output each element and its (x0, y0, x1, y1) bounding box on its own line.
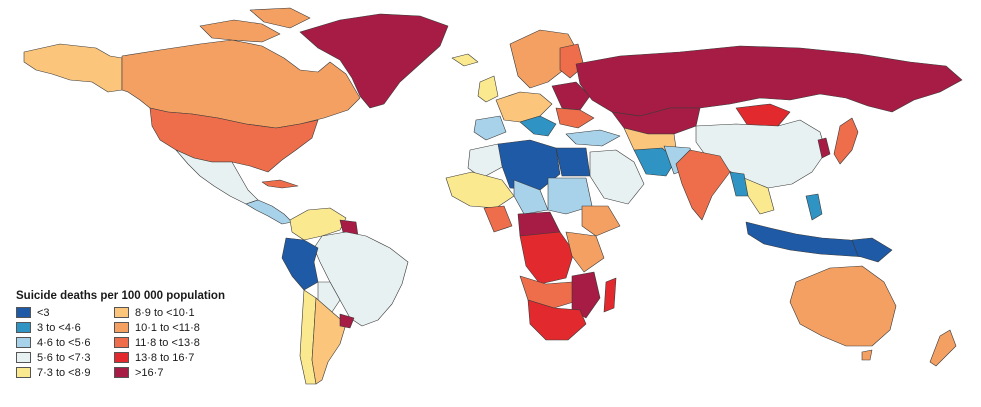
legend-item: 3 to <4·6 (16, 320, 112, 335)
legend-swatch (16, 367, 31, 378)
legend-item: 8·9 to <10·1 (114, 305, 244, 320)
region-mozambique-zimbabwe (571, 271, 601, 319)
region-japan (833, 117, 859, 165)
region-greenland (299, 13, 449, 109)
legend-item: 11·8 to <13·8 (114, 335, 244, 350)
region-peru (281, 237, 319, 291)
legend-label: 5·6 to <7·3 (37, 351, 91, 364)
region-arctic-islands (199, 7, 311, 43)
region-tasmania (861, 349, 873, 361)
legend-label: 3 to <4·6 (37, 321, 81, 334)
legend-item: 7·3 to <8·9 (16, 365, 112, 380)
region-canada (121, 39, 361, 129)
region-cuba (261, 179, 299, 189)
region-ethiopia-horn (581, 205, 621, 237)
legend-label: 4·6 to <5·6 (37, 336, 91, 349)
region-middle-east (589, 149, 645, 205)
region-philippines (805, 193, 823, 221)
legend-item: 4·6 to <5·6 (16, 335, 112, 350)
legend-label: 10·1 to <11·8 (135, 321, 200, 334)
legend-label: >16·7 (135, 366, 164, 379)
legend-title: Suicide deaths per 100 000 population (16, 290, 225, 302)
region-west-africa (445, 171, 515, 209)
region-uruguay (339, 313, 355, 329)
legend-swatch (16, 337, 31, 348)
region-alaska (23, 43, 123, 93)
legend-label: <3 (37, 306, 50, 319)
region-iceland (451, 53, 479, 67)
region-eastern-europe (551, 81, 591, 111)
region-egypt (555, 147, 591, 177)
region-central-america (245, 199, 293, 225)
legend-item: 10·1 to <11·8 (114, 320, 244, 335)
legend-item: >16·7 (114, 365, 244, 380)
region-colombia-venezuela (289, 207, 347, 241)
legend-swatch (16, 322, 31, 333)
legend-label: 13·8 to 16·7 (135, 351, 195, 364)
region-argentina (311, 297, 347, 385)
legend-swatch (16, 352, 31, 363)
legend-swatch (114, 367, 129, 378)
region-new-zealand (929, 329, 957, 367)
region-brazil (313, 231, 409, 327)
region-western-europe (495, 91, 553, 123)
legend-swatch (114, 337, 129, 348)
region-mongolia (735, 103, 791, 127)
region-congo-drc (519, 231, 575, 285)
region-korea (817, 137, 831, 159)
region-iberia (473, 115, 507, 141)
legend-swatch (114, 322, 129, 333)
legend-swatch (114, 307, 129, 318)
region-iran (633, 147, 677, 177)
region-madagascar (603, 277, 617, 313)
region-uk-ireland (477, 75, 499, 103)
legend-grid: <3 3 to <4·6 4·6 to <5·6 5·6 to <7·3 7·3 to … (16, 305, 276, 380)
region-india (675, 149, 731, 221)
map-legend: Suicide deaths per 100 000 population <3… (16, 290, 276, 380)
legend-label: 11·8 to <13·8 (135, 336, 200, 349)
region-morocco-western-sahara (467, 143, 505, 179)
region-chad-niger (513, 179, 549, 215)
legend-swatch (16, 307, 31, 318)
legend-item: 5·6 to <7·3 (16, 350, 112, 365)
region-myanmar (729, 171, 749, 197)
region-south-africa (527, 299, 587, 341)
region-turkey (565, 129, 621, 147)
region-australia (789, 265, 897, 347)
legend-item: 13·8 to 16·7 (114, 350, 244, 365)
legend-item: <3 (16, 305, 112, 320)
region-ukraine (555, 107, 595, 129)
region-east-africa (565, 231, 605, 273)
region-papua (851, 237, 893, 263)
legend-swatch (114, 352, 129, 363)
legend-label: 8·9 to <10·1 (135, 306, 195, 319)
region-sudan (547, 177, 593, 215)
legend-label: 7·3 to <8·9 (37, 366, 91, 379)
region-italy-balkans (519, 115, 557, 137)
region-nigeria (483, 205, 513, 233)
